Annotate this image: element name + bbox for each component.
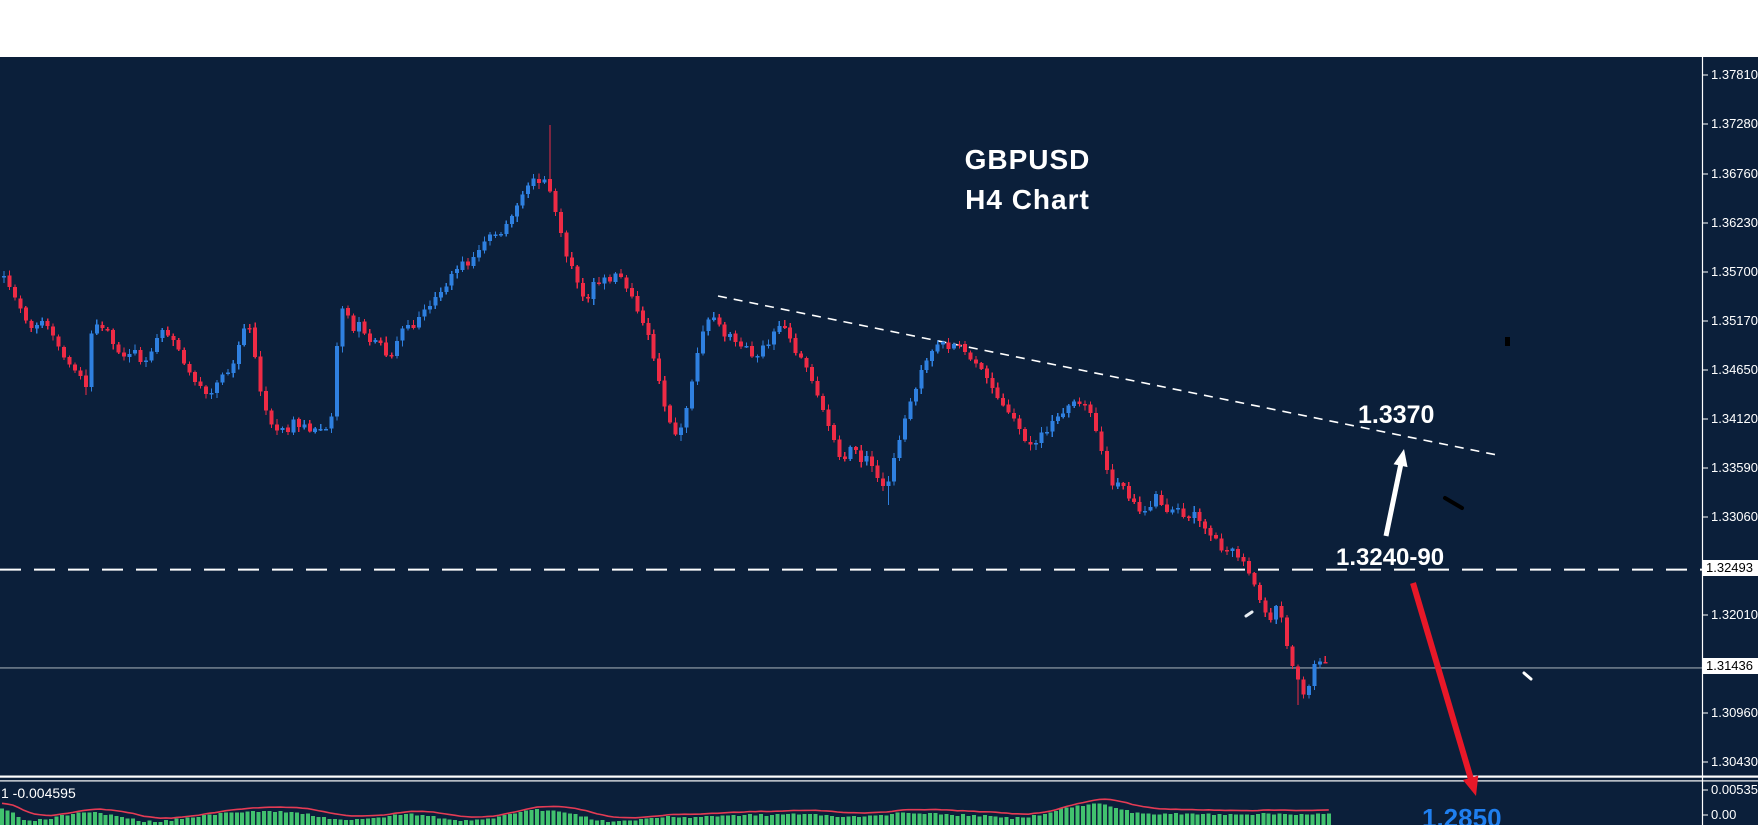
price-axis-label: 1.34120 <box>1711 411 1758 426</box>
price-axis-label: 1.30430 <box>1711 754 1758 769</box>
price-badge: 1.31436 <box>1703 658 1758 674</box>
white-speck <box>1244 610 1254 618</box>
price-axis-label: 1.30960 <box>1711 705 1758 720</box>
resistance-target-label: 1.3370 <box>1358 401 1435 429</box>
chart-symbol-label: GBPUSD <box>964 144 1091 175</box>
black-ink-mark <box>1505 337 1510 346</box>
price-axis-label: 1.33060 <box>1711 509 1758 524</box>
white-ink-mark <box>1522 671 1533 681</box>
price-axis-label: 1.35700 <box>1711 264 1758 279</box>
indicator-axis-label: 0.00 <box>1711 807 1737 822</box>
projection-target-label: 1.2850 <box>1422 803 1502 825</box>
price-axis-label: 1.36760 <box>1711 166 1758 181</box>
indicator-value-label: 1 -0.004595 <box>1 785 76 801</box>
price-badge: 1.32493 <box>1703 560 1758 576</box>
price-axis-label: 1.35170 <box>1711 313 1758 328</box>
price-axis-label: 1.33590 <box>1711 460 1758 475</box>
price-axis-label: 1.36230 <box>1711 215 1758 230</box>
price-axis-label: 1.37810 <box>1711 67 1758 82</box>
price-axis-label: 1.37280 <box>1711 116 1758 131</box>
price-axis-label: 1.34650 <box>1711 362 1758 377</box>
chart-title: GBPUSD H4 Chart <box>950 140 1105 220</box>
chart-timeframe-label: H4 Chart <box>965 184 1090 215</box>
support-zone-label: 1.3240-90 <box>1336 544 1445 571</box>
indicator-axis-label: 0.005354 <box>1711 782 1758 797</box>
black-ink-scribble <box>1443 496 1464 510</box>
price-axis-label: 1.32010 <box>1711 607 1758 622</box>
